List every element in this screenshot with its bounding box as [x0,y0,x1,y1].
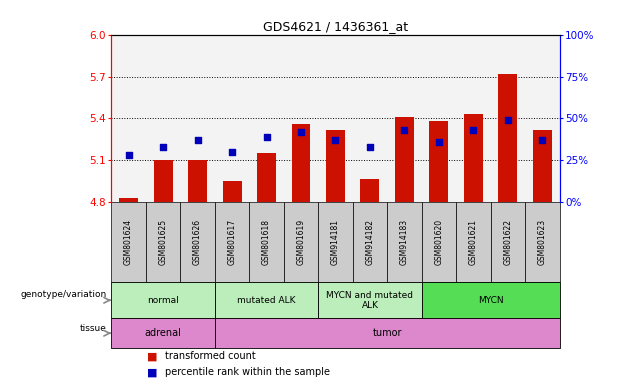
Bar [422,35,456,202]
Bar [284,202,318,282]
Text: GSM801619: GSM801619 [296,219,305,265]
Text: tumor: tumor [373,328,402,338]
Bar [464,114,483,202]
Bar [284,35,318,202]
Point [399,127,410,133]
Bar [318,282,422,318]
Bar [111,282,215,318]
Text: GSM914183: GSM914183 [400,219,409,265]
Point [227,149,237,155]
Text: mutated ALK: mutated ALK [237,296,296,305]
Bar [395,117,414,202]
Bar [215,35,249,202]
Bar [422,282,560,318]
Bar [491,35,525,202]
Text: GSM801626: GSM801626 [193,219,202,265]
Bar [119,198,138,202]
Bar [318,35,353,202]
Text: GSM801621: GSM801621 [469,219,478,265]
Text: ■: ■ [147,367,158,377]
Point [123,152,134,159]
Bar [318,202,353,282]
Bar [111,318,215,348]
Bar [387,35,422,202]
Bar [249,202,284,282]
Bar [146,202,180,282]
Bar [223,181,242,202]
Bar [215,202,249,282]
Bar [326,130,345,202]
Bar [491,202,525,282]
Point [434,139,444,145]
Point [296,129,306,135]
Text: tissue: tissue [80,324,107,333]
Bar [146,35,180,202]
Bar [180,35,215,202]
Text: GSM801618: GSM801618 [262,219,271,265]
Bar [456,202,491,282]
Text: percentile rank within the sample: percentile rank within the sample [165,367,330,377]
Text: GSM801623: GSM801623 [538,219,547,265]
Bar [525,202,560,282]
Bar [353,202,387,282]
Text: genotype/variation: genotype/variation [20,290,107,300]
Bar [387,202,422,282]
Text: transformed count: transformed count [165,351,256,361]
Bar [180,202,215,282]
Text: GSM801622: GSM801622 [504,219,513,265]
Bar [533,130,552,202]
Bar [525,35,560,202]
Bar [215,282,318,318]
Bar [361,179,380,202]
Bar [215,318,560,348]
Bar [499,74,518,202]
Text: GSM801624: GSM801624 [124,219,133,265]
Point [331,137,341,143]
Point [503,117,513,123]
Bar [111,202,146,282]
Text: GSM914182: GSM914182 [366,219,375,265]
Bar [153,161,172,202]
Point [261,134,272,140]
Text: GSM801620: GSM801620 [434,219,443,265]
Bar [249,35,284,202]
Bar [422,202,456,282]
Point [537,137,548,143]
Point [468,127,478,133]
Title: GDS4621 / 1436361_at: GDS4621 / 1436361_at [263,20,408,33]
Text: ■: ■ [147,351,158,361]
Point [193,137,203,143]
Text: normal: normal [147,296,179,305]
Text: GSM914181: GSM914181 [331,219,340,265]
Bar [257,154,276,202]
Point [365,144,375,150]
Bar [456,35,491,202]
Bar [291,124,310,202]
Text: GSM801617: GSM801617 [228,219,237,265]
Text: MYCN and mutated
ALK: MYCN and mutated ALK [326,291,413,310]
Bar [188,161,207,202]
Bar [353,35,387,202]
Point [158,144,168,150]
Text: GSM801625: GSM801625 [158,219,167,265]
Text: adrenal: adrenal [144,328,181,338]
Bar [429,121,448,202]
Bar [111,35,146,202]
Text: MYCN: MYCN [478,296,504,305]
